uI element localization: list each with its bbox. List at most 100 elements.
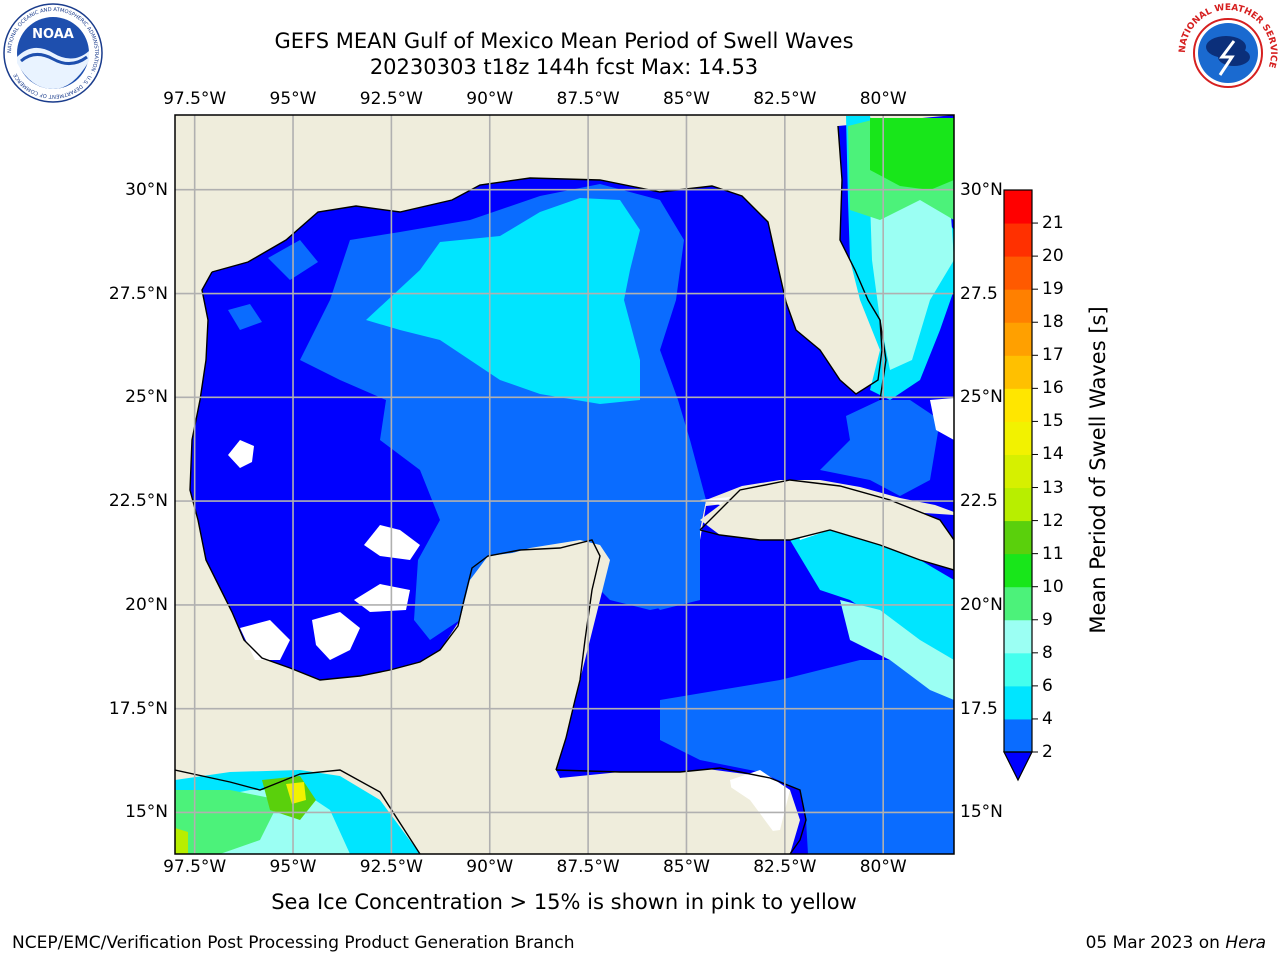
lon-tick-label-bottom: 97.5°W xyxy=(163,857,227,877)
lon-tick-label-top: 85°W xyxy=(662,89,710,109)
colorbar-tick-label: 2 xyxy=(1042,742,1053,762)
colorbar-tick-label: 14 xyxy=(1042,444,1064,465)
colorbar-tick-label: 15 xyxy=(1042,411,1064,432)
lat-tick-label-right: 15°N xyxy=(960,802,1003,823)
colorbar-tick-label: 13 xyxy=(1042,477,1064,498)
colorbar-tick-label: 4 xyxy=(1042,708,1053,729)
nws-logo: NATIONAL WEATHER SERVICE xyxy=(1178,3,1278,102)
lon-tick-label-bottom: 82.5°W xyxy=(753,857,817,877)
band-4-6-central xyxy=(366,198,640,404)
colorbar-extend-triangle xyxy=(1003,751,1033,782)
lat-tick-label-left: 30°N xyxy=(125,179,168,200)
lat-tick-label-left: 15°N xyxy=(125,802,168,823)
colorbar-tick-label: 20 xyxy=(1042,246,1064,267)
colorbar-segment xyxy=(1004,487,1032,522)
lat-tick-label-right: 25°N xyxy=(960,387,1003,408)
lat-tick-label-left: 27.5°N xyxy=(108,283,168,304)
lon-tick-label-bottom: 87.5°W xyxy=(556,857,620,877)
colorbar-tick-label: 10 xyxy=(1042,576,1064,597)
lon-tick-label-top: 97.5°W xyxy=(163,89,227,109)
lon-tick-label-bottom: 92.5°W xyxy=(359,857,423,877)
colorbar-segment xyxy=(1004,421,1032,455)
colorbar-segment xyxy=(1004,289,1032,323)
footer-date-text: 05 Mar 2023 on xyxy=(1085,933,1220,953)
coastline-us-gulf xyxy=(211,125,883,395)
colorbar-tick-label: 11 xyxy=(1042,543,1064,564)
no-data-patch xyxy=(240,620,290,660)
lon-tick-label-top: 95°W xyxy=(269,89,317,109)
band-2-4-yucatan-channel xyxy=(620,440,700,610)
colorbar-segment xyxy=(1004,586,1032,621)
colorbar-segment xyxy=(1004,223,1032,257)
colorbar-tick-label: 9 xyxy=(1042,609,1053,630)
lat-tick-label-right: 22.5 xyxy=(960,491,998,512)
noaa-logo: NOAA NATIONAL OCEANIC AND ATMOSPHERIC AD… xyxy=(3,3,103,103)
yucatan-land xyxy=(430,540,610,760)
lat-tick-label-left: 17.5°N xyxy=(108,698,168,719)
coastline-florida-east xyxy=(879,319,887,401)
lon-tick-label-bottom: 90°W xyxy=(466,857,514,877)
no-data-patch xyxy=(930,398,954,440)
band-6-8-caribbean xyxy=(840,600,954,700)
colorbar-tick-label: 17 xyxy=(1042,345,1064,366)
lat-tick-label-right: 27.5 xyxy=(960,283,998,304)
colorbar-segment xyxy=(1004,619,1032,654)
colorbar-segment xyxy=(1004,322,1032,356)
colorbar-segment xyxy=(1004,520,1032,555)
colorbar-segment xyxy=(1004,355,1032,389)
colorbar-tick-label: 21 xyxy=(1042,213,1064,234)
band-12-13-pacific xyxy=(175,828,188,854)
coastline-central-america xyxy=(175,769,421,854)
lat-tick-label-left: 20°N xyxy=(125,594,168,615)
band-2-4-florida-strait xyxy=(820,400,940,496)
coastline-honduras xyxy=(555,767,807,854)
lon-tick-label-top: 80°W xyxy=(859,89,907,109)
lon-tick-label-bottom: 95°W xyxy=(269,857,317,877)
lat-tick-label-left: 25°N xyxy=(125,387,168,408)
colorbar-segment xyxy=(1004,685,1032,720)
colorbar-tick-label: 8 xyxy=(1042,642,1053,663)
colorbar-segment xyxy=(1004,718,1032,753)
map-title: GEFS MEAN Gulf of Mexico Mean Period of … xyxy=(274,29,854,53)
lat-tick-label-right: 17.5 xyxy=(960,698,998,719)
lon-tick-label-bottom: 85°W xyxy=(662,857,710,877)
colorbar-segment xyxy=(1004,454,1032,489)
colorbar-label: Mean Period of Swell Waves [s] xyxy=(1086,306,1110,634)
colorbar-tick-label: 12 xyxy=(1042,510,1064,531)
colorbar-tick-label: 18 xyxy=(1042,312,1064,333)
colorbar-tick-label: 19 xyxy=(1042,279,1064,300)
band-10-11-florida xyxy=(870,118,954,190)
sea-ice-note: Sea Ice Concentration > 15% is shown in … xyxy=(271,890,857,914)
map-subtitle: 20230303 t18z 144h fcst Max: 14.53 xyxy=(369,55,759,79)
band-13-14-pacific xyxy=(286,782,306,804)
colorbar-segment xyxy=(1004,388,1032,422)
colorbar-segment xyxy=(1004,553,1032,588)
band-6-8-florida xyxy=(870,190,954,370)
footer-date: 05 Mar 2023 on Hera xyxy=(1086,933,1266,953)
lat-tick-label-right: 30°N xyxy=(960,179,1003,200)
no-data-patch xyxy=(228,440,254,468)
colorbar-tick-label: 6 xyxy=(1042,675,1053,696)
cuba-land xyxy=(700,480,954,570)
colorbar-segment xyxy=(1004,190,1032,224)
colorbar-segment xyxy=(1004,256,1032,290)
lon-tick-label-bottom: 80°W xyxy=(859,857,907,877)
colorbar-tick-label: 16 xyxy=(1042,378,1064,399)
lon-tick-label-top: 90°W xyxy=(466,89,514,109)
lat-tick-label-right: 20°N xyxy=(960,594,1003,615)
lon-tick-label-top: 82.5°W xyxy=(753,89,817,109)
no-data-patch xyxy=(312,612,360,660)
band-2-4-west xyxy=(228,304,262,330)
map-body xyxy=(175,115,954,854)
lon-tick-label-top: 92.5°W xyxy=(359,89,423,109)
lon-tick-label-top: 87.5°W xyxy=(556,89,620,109)
band-9-10-pacific xyxy=(175,790,280,854)
colorbar-frame xyxy=(1003,189,1033,753)
noaa-logo-name: NOAA xyxy=(32,27,74,42)
coastline-cuba xyxy=(699,479,954,571)
footer-host: Hera xyxy=(1225,933,1266,953)
footer-branch: NCEP/EMC/Verification Post Processing Pr… xyxy=(12,933,575,953)
colorbar-segment xyxy=(1004,652,1032,687)
map-frame xyxy=(174,114,955,855)
